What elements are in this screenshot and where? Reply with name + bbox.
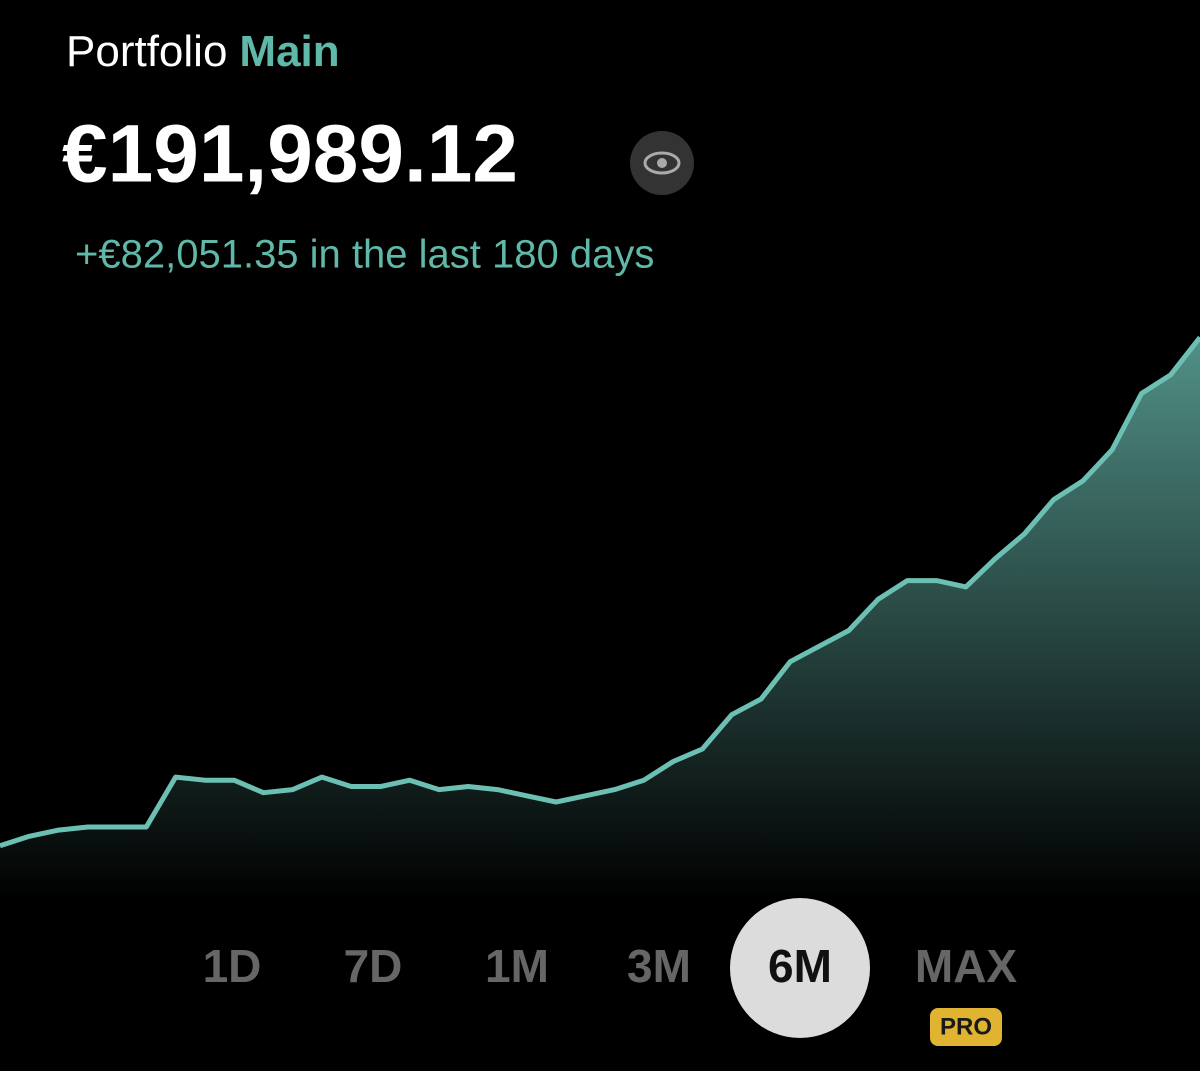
pro-badge: [930, 1008, 1002, 1046]
pro-badge-label: PRO: [940, 1013, 992, 1040]
range-label: 1D: [203, 940, 262, 992]
balance: €191,989.12: [62, 109, 518, 200]
range-button[interactable]: 1D: [203, 940, 262, 992]
range-label: 7D: [344, 940, 403, 992]
range-button[interactable]: 3M: [627, 940, 691, 992]
chart: [0, 335, 1200, 900]
area-fill: [0, 337, 1200, 900]
range-button[interactable]: 7D: [344, 940, 403, 992]
range-selector: 1D 7D 1M 3M 6M MAX PRO: [203, 898, 1018, 1046]
range-label: 1M: [485, 940, 549, 992]
range-button[interactable]: 6M: [730, 898, 870, 1038]
title-prefix: Portfolio: [66, 27, 227, 76]
change: +€82,051.35 in the last 180 days: [75, 233, 654, 277]
line: [0, 335, 1200, 849]
range-button[interactable]: MAX PRO: [915, 940, 1018, 1046]
title: Portfolio Main: [66, 27, 340, 76]
range-label: 3M: [627, 940, 691, 992]
range-label: MAX: [915, 940, 1018, 992]
eye-button[interactable]: [630, 131, 694, 195]
range-label: 6M: [768, 940, 832, 992]
range-button[interactable]: 1M: [485, 940, 549, 992]
title-name: Main: [239, 27, 339, 76]
range-highlight: [730, 898, 870, 1038]
